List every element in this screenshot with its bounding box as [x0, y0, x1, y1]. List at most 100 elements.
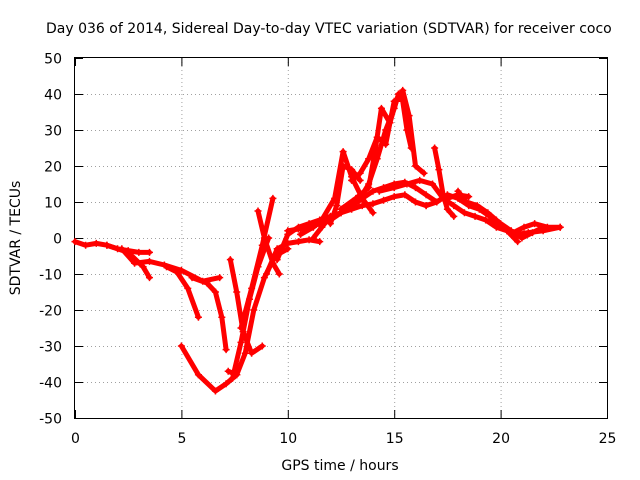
data-point — [518, 234, 526, 242]
data-point — [294, 225, 302, 233]
data-point — [194, 313, 202, 321]
series-t20 — [354, 90, 415, 206]
data-point — [131, 259, 139, 267]
y-tick-label: -40 — [39, 376, 62, 392]
data-point — [318, 223, 326, 231]
x-tick-label: 0 — [71, 431, 80, 447]
data-point — [305, 236, 313, 244]
data-point — [309, 223, 317, 231]
y-tick-label: 30 — [44, 124, 62, 140]
data-point — [416, 176, 424, 184]
series-t4 — [163, 263, 202, 321]
data-point — [177, 342, 185, 350]
data-point — [348, 166, 356, 174]
data-point — [163, 263, 171, 271]
data-point — [297, 230, 305, 238]
data-point — [433, 198, 441, 206]
series-line — [349, 98, 397, 183]
data-point — [407, 144, 415, 152]
x-tick-label: 15 — [386, 431, 404, 447]
data-point — [263, 270, 271, 278]
data-point — [258, 241, 266, 249]
data-point — [375, 187, 383, 195]
data-point — [380, 196, 388, 204]
data-point — [401, 191, 409, 199]
series-t17 — [326, 162, 364, 228]
data-point — [71, 238, 79, 246]
data-point — [294, 238, 302, 246]
data-point — [211, 387, 219, 395]
x-tick-label: 10 — [279, 431, 297, 447]
y-tick-label: 10 — [44, 196, 62, 212]
data-point — [411, 162, 419, 170]
data-point — [275, 270, 283, 278]
data-point — [454, 191, 462, 199]
data-point — [431, 144, 439, 152]
data-point — [403, 126, 411, 134]
data-point — [316, 238, 324, 246]
data-point — [486, 216, 494, 224]
data-point — [403, 180, 411, 188]
y-tick-label: 50 — [44, 52, 62, 68]
y-tick-label: -30 — [39, 340, 62, 356]
data-point — [135, 248, 143, 256]
data-point — [390, 193, 398, 201]
x-tick-label: 5 — [177, 431, 186, 447]
data-point — [211, 288, 219, 296]
data-point — [237, 338, 245, 346]
series-line — [238, 195, 276, 331]
data-point — [369, 187, 377, 195]
y-tick-label: -50 — [39, 412, 62, 428]
data-point — [326, 220, 334, 228]
data-point — [184, 284, 192, 292]
data-point — [173, 268, 181, 276]
data-point — [222, 380, 230, 388]
data-point — [222, 346, 230, 354]
data-point — [520, 223, 528, 231]
data-point — [92, 239, 100, 247]
x-tick-label: 25 — [599, 431, 617, 447]
chart-title: Day 036 of 2014, Sidereal Day-to-day VTE… — [46, 21, 612, 37]
data-point — [450, 212, 458, 220]
data-point — [233, 288, 241, 296]
data-point — [465, 193, 473, 201]
data-point — [390, 104, 398, 112]
data-point — [354, 198, 362, 206]
data-point — [333, 202, 341, 210]
data-point — [484, 209, 492, 217]
series-t6 — [188, 274, 230, 354]
data-point — [203, 279, 211, 287]
data-point — [543, 223, 551, 231]
series-t19 — [337, 86, 428, 213]
plot-frame — [74, 57, 608, 419]
data-point — [309, 234, 317, 242]
y-tick-label: 40 — [44, 88, 62, 104]
tick-marks — [75, 58, 608, 419]
data-point — [356, 176, 364, 184]
data-point — [471, 212, 479, 220]
data-point — [443, 205, 451, 213]
data-point — [373, 155, 381, 163]
data-point — [411, 184, 419, 192]
data-point — [450, 202, 458, 210]
data-point — [422, 191, 430, 199]
y-tick-label: -10 — [39, 268, 62, 284]
data-point — [365, 180, 373, 188]
data-point — [269, 194, 277, 202]
series-t22 — [422, 191, 547, 242]
data-point — [473, 202, 481, 210]
data-point — [556, 223, 564, 231]
series-t26 — [443, 191, 473, 202]
data-point — [339, 162, 347, 170]
data-point — [248, 349, 256, 357]
data-series — [71, 86, 564, 395]
data-point — [237, 324, 245, 332]
data-point — [258, 342, 266, 350]
y-tick-label: 20 — [44, 160, 62, 176]
data-point — [348, 176, 356, 184]
y-axis-label: SDTVAR / TECUs — [8, 181, 24, 296]
series-t11 — [237, 194, 277, 332]
data-point — [429, 180, 437, 188]
data-point — [82, 241, 90, 249]
